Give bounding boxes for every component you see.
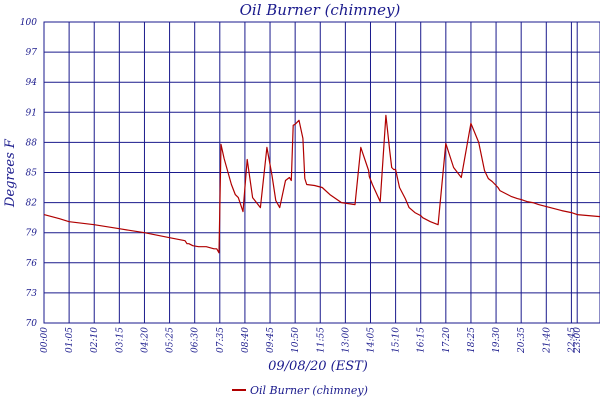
- y-axis-title: Degrees F: [3, 138, 18, 208]
- x-tick-label: 07:35: [216, 327, 226, 353]
- y-tick-label: 94: [26, 78, 38, 88]
- x-tick-label: 02:10: [90, 327, 100, 353]
- y-tick-label: 97: [26, 48, 38, 58]
- y-tick-label: 76: [26, 259, 38, 269]
- x-tick-label: 20:35: [517, 327, 527, 354]
- y-tick-label: 91: [26, 108, 37, 118]
- x-tick-label: 18:25: [467, 327, 477, 353]
- y-tick-label: 73: [26, 289, 38, 299]
- x-tick-label: 23:00: [573, 327, 583, 354]
- x-tick-label: 15:10: [392, 327, 402, 353]
- y-tick-label: 100: [20, 18, 37, 28]
- y-tick-label: 82: [26, 199, 38, 209]
- x-tick-label: 22:45: [567, 327, 577, 354]
- x-axis-title: 09/08/20 (EST): [268, 359, 368, 374]
- series-layer: [43, 114, 600, 254]
- x-tick-label: 08:40: [241, 327, 251, 353]
- x-tick-label: 00:00: [40, 327, 50, 353]
- x-tick-label: 11:55: [316, 327, 326, 353]
- y-tick-label: 88: [26, 138, 38, 148]
- x-tick-label: 21:40: [542, 327, 552, 354]
- legend: Oil Burner (chimney): [232, 384, 368, 397]
- x-tick-label: 13:00: [341, 327, 351, 353]
- grid: [43, 21, 600, 324]
- y-axis-ticks: 100 97 94 91 88 85 82 79 76 73 70: [20, 18, 37, 329]
- x-tick-label: 04:20: [140, 327, 150, 353]
- x-tick-label: 10:50: [291, 327, 301, 353]
- x-tick-label: 19:30: [492, 327, 502, 353]
- x-tick-label: 01:05: [65, 327, 75, 353]
- y-tick-label: 70: [26, 319, 38, 329]
- x-tick-label: 03:15: [115, 327, 125, 353]
- x-axis-ticks: 00:00 01:05 02:10 03:15 04:20 05:25 06:30 07:35…: [40, 327, 583, 354]
- y-tick-label: 79: [26, 229, 38, 239]
- x-tick-label: 06:30: [191, 327, 201, 353]
- series-line: [43, 114, 600, 254]
- x-tick-label: 17:20: [442, 327, 452, 353]
- chart-title: Oil Burner (chimney): [240, 1, 401, 19]
- x-tick-label: 14:05: [366, 327, 376, 353]
- legend-label: Oil Burner (chimney): [250, 384, 368, 397]
- x-tick-label: 09:45: [266, 327, 276, 353]
- x-tick-label: 16:15: [417, 327, 427, 353]
- x-tick-label: 05:25: [166, 327, 176, 353]
- y-tick-label: 85: [26, 169, 38, 179]
